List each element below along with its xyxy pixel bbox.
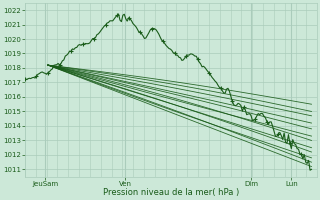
X-axis label: Pression niveau de la mer( hPa ): Pression niveau de la mer( hPa ) xyxy=(103,188,239,197)
